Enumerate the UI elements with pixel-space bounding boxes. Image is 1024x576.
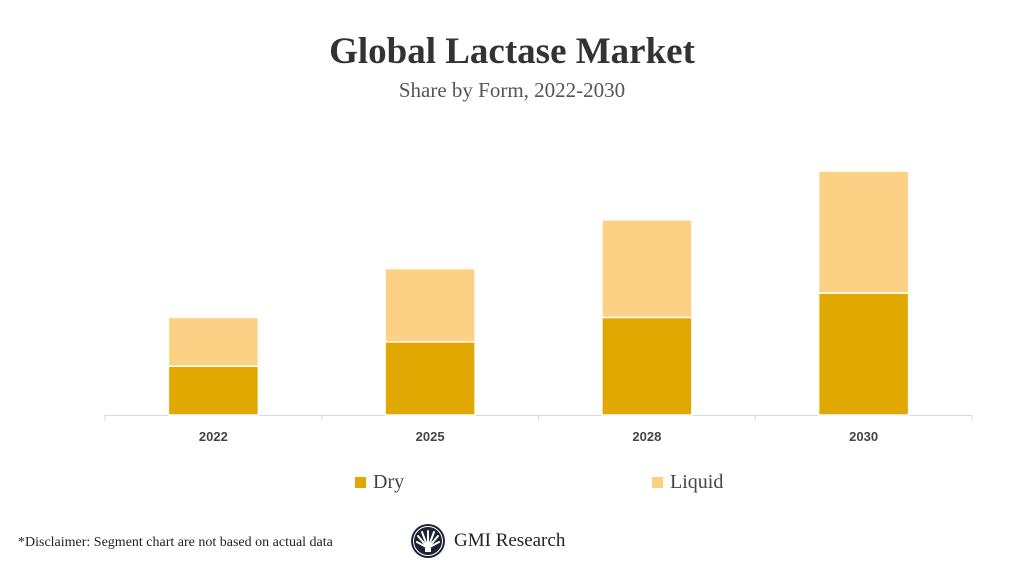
legend-label: Dry — [373, 471, 405, 493]
legend-swatch-dry — [355, 477, 366, 488]
bar-dry-2030 — [817, 292, 910, 416]
chart-subtitle: Share by Form, 2022-2030 — [398, 78, 626, 102]
x-tick-label: 2028 — [632, 429, 661, 444]
logo: GMI Research — [410, 523, 565, 559]
x-tick-label: 2030 — [849, 429, 878, 444]
x-tick-label: 2025 — [416, 429, 445, 444]
legend-item-liquid: Liquid — [652, 471, 723, 494]
legend-swatch-liquid — [652, 477, 663, 488]
bar-liquid-2025 — [384, 267, 476, 343]
disclaimer: *Disclaimer: Segment chart are not based… — [18, 535, 333, 550]
bar-dry-2025 — [384, 341, 476, 416]
bar-dry-2022 — [167, 365, 260, 416]
logo-text: GMI Research — [454, 530, 566, 551]
legend-item-dry: Dry — [355, 471, 404, 494]
legend-label: Liquid — [670, 471, 724, 493]
gmi-logo-icon — [411, 524, 445, 558]
bar-liquid-2028 — [601, 219, 693, 319]
chart-title: Global Lactase Market — [329, 31, 695, 72]
bar-dry-2028 — [601, 316, 693, 416]
bar-liquid-2030 — [817, 170, 910, 294]
bar-liquid-2022 — [167, 316, 260, 367]
x-tick-label: 2022 — [199, 429, 228, 444]
